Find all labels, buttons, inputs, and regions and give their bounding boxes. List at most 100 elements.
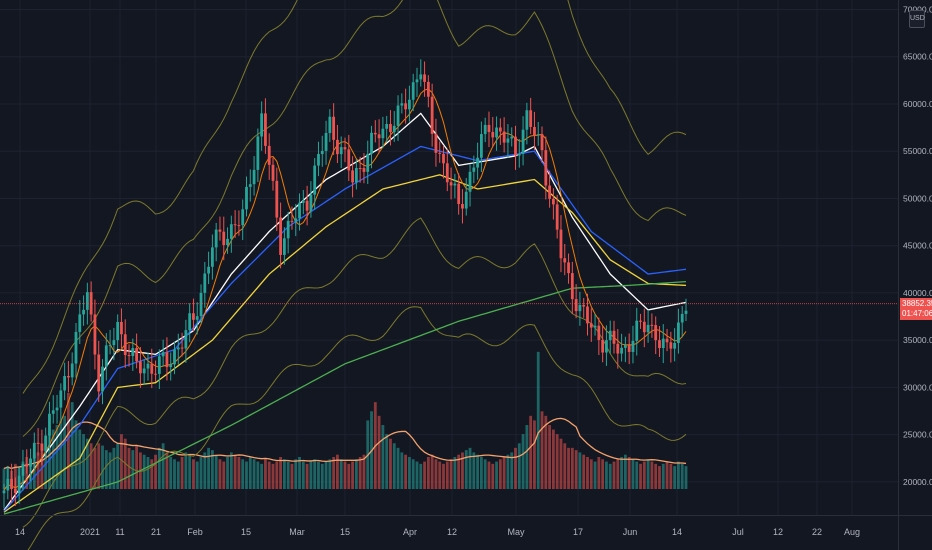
candle-body [82, 309, 85, 315]
candle-body [389, 124, 392, 133]
candle-body [468, 171, 472, 192]
time-tick-label: 12 [447, 527, 457, 537]
price-tick-label: 25000.00 [903, 430, 932, 440]
candle-body [377, 134, 381, 139]
volume-bars [2, 351, 688, 489]
candle-body [563, 258, 567, 263]
candle-body [131, 348, 135, 357]
time-tick-label: Jun [623, 527, 638, 537]
currency-badge[interactable]: USD [909, 10, 925, 28]
volume-bar [570, 447, 574, 489]
candle-body [13, 488, 17, 494]
candle-body [639, 320, 642, 322]
candle-body [517, 153, 521, 156]
volume-bar [74, 420, 78, 489]
candle-body [294, 218, 298, 222]
volume-bar [290, 463, 294, 489]
envelope-band-line [22, 217, 687, 528]
volume-bar [339, 459, 343, 489]
candle-body [453, 183, 457, 186]
candle-body [55, 407, 59, 411]
volume-bar [468, 447, 472, 489]
candle-body [305, 200, 309, 211]
candle-body [229, 224, 233, 239]
candle-body [199, 292, 203, 317]
time-tick-label: 21 [151, 527, 161, 537]
current-price-label: 38852.35 01:47:06 [900, 297, 932, 320]
candle-body [498, 127, 502, 132]
candle-body [661, 338, 665, 349]
candle-body [578, 305, 582, 312]
volume-bar [684, 466, 688, 489]
volume-bar [487, 461, 491, 489]
candle-body [354, 167, 358, 183]
volume-bar [453, 457, 457, 489]
volume-bar [392, 443, 396, 489]
candle-body [161, 352, 165, 357]
candle-body [74, 331, 78, 364]
candle-body [476, 157, 480, 168]
volume-bar [214, 454, 218, 489]
candle-body [17, 475, 21, 494]
volume-bar [112, 447, 116, 489]
volume-bar [631, 459, 635, 489]
time-tick-label: Apr [403, 527, 417, 537]
volume-bar [89, 443, 93, 489]
candle-body [362, 168, 366, 172]
candle-body [495, 127, 498, 138]
candle-body [222, 231, 226, 246]
volume-bar [502, 457, 506, 489]
candle-body [400, 103, 404, 106]
candle-body [188, 313, 192, 331]
volume-bar [324, 461, 328, 489]
volume-bar [517, 443, 521, 489]
volume-bar [279, 457, 282, 489]
candle-body [601, 339, 605, 353]
candle-body [612, 330, 616, 344]
candle-body [616, 343, 620, 354]
volume-bar [597, 457, 601, 489]
candle-body [347, 149, 351, 171]
candle-body [226, 238, 229, 246]
candle-body [665, 338, 669, 343]
candle-body [203, 273, 207, 293]
candle-body [506, 138, 510, 143]
volume-bar [426, 457, 430, 489]
candle-body [533, 126, 536, 136]
volume-bar [548, 425, 551, 489]
volume-bar [142, 454, 146, 489]
time-tick-label: May [507, 527, 525, 537]
volume-bar [63, 415, 67, 489]
volume-bar [116, 443, 120, 489]
current-price-value: 38852.35 [902, 298, 932, 308]
candle-body [286, 220, 290, 239]
candle-body [264, 113, 267, 146]
volume-bar [593, 461, 597, 489]
volume-bar [529, 415, 533, 489]
candle-body [442, 153, 445, 164]
volume-bar [180, 457, 184, 489]
volume-bar [2, 468, 6, 489]
volume-bar [135, 445, 139, 489]
candle-body [233, 224, 237, 226]
volume-bar [188, 454, 192, 489]
candle-body [6, 478, 10, 491]
volume-bar [192, 459, 195, 489]
candle-body [343, 147, 347, 150]
candle-body [139, 361, 142, 374]
candle-body [112, 340, 116, 346]
volume-bar [415, 461, 419, 489]
candle-body [620, 347, 623, 354]
volume-bar [150, 459, 154, 489]
candle-body [104, 345, 108, 367]
volume-bar [165, 452, 169, 489]
volume-bar [336, 454, 339, 489]
volume-bar [608, 463, 612, 489]
volume-bar [169, 457, 173, 489]
volume-bar [271, 463, 275, 489]
time-tick-label: 11 [115, 527, 124, 537]
volume-bar [320, 463, 324, 489]
volume-bar [286, 461, 290, 489]
volume-bar [101, 445, 104, 489]
